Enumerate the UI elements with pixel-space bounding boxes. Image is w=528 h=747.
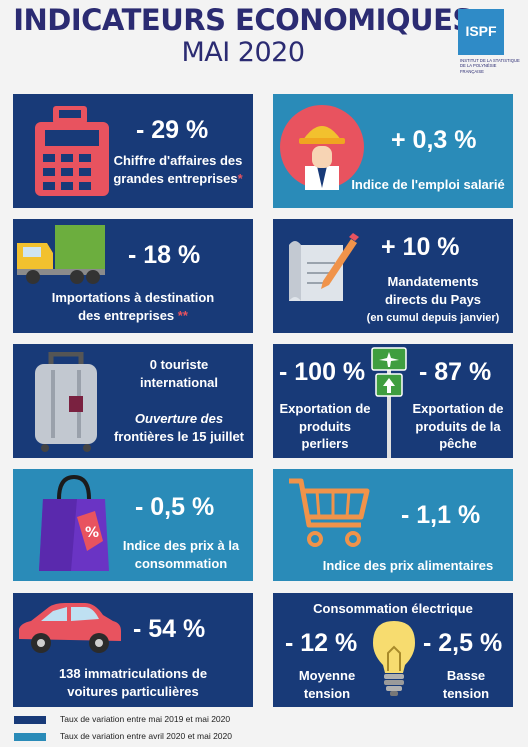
mandat-value: + 10 % (381, 233, 460, 261)
tourisme-line1: 0 touriste (149, 357, 209, 372)
emploi-label: Indice de l'emploi salarié (351, 177, 505, 192)
elec-bt-label: Basse tension (423, 667, 509, 702)
elec-title: Consommation électrique (313, 601, 473, 616)
card-chiffre-affaires: - 29 % Chiffre d'affaires des grandes en… (13, 94, 253, 208)
import-footnote-mark: ** (177, 307, 188, 323)
legend-teal: Taux de variation entre avril 2020 et ma… (14, 731, 232, 741)
document-pen-icon (289, 233, 359, 301)
worker-icon (280, 105, 364, 190)
alim-label: Indice des prix alimentaires (322, 558, 494, 573)
legend-navy-swatch (14, 715, 46, 724)
elec-bt-line1: Basse (446, 668, 486, 683)
elec-mt-line1: Moyenne (298, 668, 356, 683)
voitures-label: 138 immatriculations de voitures particu… (13, 665, 253, 700)
elec-mt-label: Moyenne tension (281, 667, 373, 702)
ca-label-line1: Chiffre d'affaires des (113, 153, 243, 168)
card-mandatements: + 10 % Mandatements directs du Pays (en … (273, 219, 513, 333)
card-electricite: Consommation électrique - 12 % Moyenne t… (273, 593, 513, 707)
elec-bt-line2: tension (442, 685, 490, 701)
export-perles-line2: produits (299, 418, 351, 434)
voitures-label-line1: 138 immatriculations de (58, 666, 208, 681)
emploi-value: + 0,3 % (391, 126, 477, 154)
alim-value: - 1,1 % (401, 501, 481, 529)
card-prix-alimentaires: - 1,1 % Indice des prix alimentaires (273, 469, 513, 581)
tourisme-line2: international (139, 374, 218, 390)
title-line-1: INDICATEURS ECONOMIQUES (13, 3, 473, 37)
export-peche-label: Exportation de produits de la pêche (405, 400, 511, 453)
export-peche-line1: Exportation de (412, 401, 504, 416)
elec-mt-line2: tension (303, 685, 351, 701)
export-peche-value: - 87 % (419, 358, 492, 386)
ispf-logo: ISPF (458, 9, 504, 55)
page-title: INDICATEURS ECONOMIQUES MAI 2020 (0, 3, 528, 68)
shopping-bag-icon: % (39, 475, 109, 571)
logo-subtitle: INSTITUT DE LA STATISTIQUE DE LA POLYNÉS… (460, 58, 520, 74)
ca-value: - 29 % (136, 116, 209, 144)
suitcase-icon (35, 352, 97, 452)
import-label-line1: Importations à destination (51, 290, 215, 305)
prix-label-line1: Indice des prix à la (122, 538, 240, 553)
mandat-label-line3: (en cumul depuis janvier) (366, 312, 500, 325)
cash-register-icon (35, 106, 109, 196)
logo-text: ISPF (465, 23, 497, 39)
mandat-label-line2: directs du Pays (384, 291, 482, 307)
cart-icon (289, 478, 370, 547)
lightbulb-icon (373, 621, 415, 696)
card-exportations: - 100 % Exportation de produits perliers… (273, 344, 513, 458)
legend-teal-text: Taux de variation entre avril 2020 et ma… (60, 731, 232, 741)
mandat-label: Mandatements directs du Pays (en cumul d… (353, 273, 513, 326)
prix-value: - 0,5 % (135, 493, 215, 521)
ca-label-line2: grandes entreprises (113, 170, 238, 186)
mandat-label-line1: Mandatements (387, 274, 479, 289)
import-value: - 18 % (128, 241, 201, 269)
elec-mt-value: - 12 % (285, 629, 358, 657)
prix-label-line2: consommation (134, 555, 228, 571)
card-tourisme: 0 touriste international Ouverture des f… (13, 344, 253, 458)
legend-navy: Taux de variation entre mai 2019 et mai … (14, 714, 230, 724)
legend-teal-swatch (14, 732, 46, 741)
export-perles-label: Exportation de produits perliers (273, 400, 377, 453)
tourisme-label: 0 touriste international (105, 356, 253, 391)
svg-text:%: % (85, 525, 99, 541)
title-line-2: MAI 2020 (181, 37, 305, 68)
car-icon (19, 603, 121, 653)
card-emploi: + 0,3 % Indice de l'emploi salarié (273, 94, 513, 208)
card-voitures: - 54 % 138 immatriculations de voitures … (13, 593, 253, 707)
truck-icon (17, 225, 105, 284)
export-perles-value: - 100 % (279, 358, 366, 386)
tourisme-line3: Ouverture des (134, 411, 224, 426)
card-importations: - 18 % Importations à destination des en… (13, 219, 253, 333)
tourisme-note: Ouverture des frontières le 15 juillet (105, 410, 253, 445)
export-perles-line1: Exportation de (279, 401, 371, 416)
import-label-line2: des entreprises (78, 307, 175, 323)
tourisme-line4: frontières le 15 juillet (113, 428, 245, 444)
export-perles-line3: perliers (301, 436, 349, 452)
ca-label: Chiffre d'affaires des grandes entrepris… (103, 152, 253, 187)
elec-bt-value: - 2,5 % (423, 629, 503, 657)
ca-footnote-mark: * (237, 170, 243, 186)
card-prix-consommation: % - 0,5 % Indice des prix à la consommat… (13, 469, 253, 581)
export-peche-line2: produits de la (415, 418, 501, 434)
road-sign-icon (371, 347, 407, 458)
legend-navy-text: Taux de variation entre mai 2019 et mai … (60, 714, 231, 724)
voitures-label-line2: voitures particulières (67, 683, 199, 699)
prix-label: Indice des prix à la consommation (109, 537, 253, 572)
import-label: Importations à destination des entrepris… (13, 289, 253, 324)
export-peche-line3: pêche (439, 436, 477, 452)
voitures-value: - 54 % (133, 615, 206, 643)
